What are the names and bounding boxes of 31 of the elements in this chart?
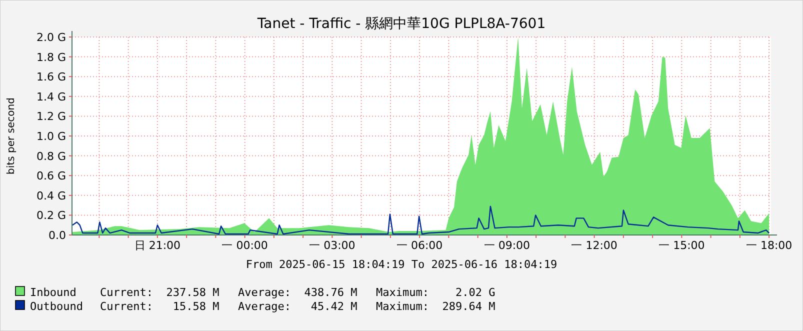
x-tick-label: 一 03:00 <box>309 239 356 252</box>
y-axis-title: bits per second <box>6 98 17 174</box>
x-tick-label: 一 15:00 <box>658 239 705 252</box>
text: Current: 237.58 M <box>100 286 220 299</box>
text: Current: 15.58 M <box>100 300 220 313</box>
x-tick-label: 一 18:00 <box>746 239 792 252</box>
y-tick-label: 1.6 G <box>36 70 66 84</box>
y-tick-label: 0.2 G <box>36 209 66 222</box>
x-axis-title: From 2025-06-15 18:04:19 To 2025-06-16 18:04:19 <box>246 258 558 271</box>
x-tick-label: 一 00:00 <box>222 239 268 252</box>
x-tick-label: 一 12:00 <box>571 239 618 252</box>
text: Maximum: 289.64 M <box>376 300 496 313</box>
y-tick-label: 1.8 G <box>36 50 66 64</box>
text: Maximum: 2.02 G <box>376 286 496 299</box>
x-tick-label: 一 09:00 <box>484 239 530 252</box>
y-tick-label: 1.2 G <box>36 110 66 124</box>
legend-label: Inbound <box>30 286 76 299</box>
y-tick-label: 0.0 <box>48 229 66 242</box>
text: Average: 438.76 M <box>238 286 358 299</box>
chart-title: Tanet - Traffic - 縣網中華10G PLPL8A-7601 <box>256 16 546 32</box>
y-tick-label: 1.4 G <box>36 90 66 104</box>
legend-label: Outbound <box>30 300 83 313</box>
text: Average: 45.42 M <box>238 300 358 313</box>
y-tick-label: 0.6 G <box>36 170 66 183</box>
y-tick-label: 0.8 G <box>36 150 66 163</box>
y-tick-label: 1.0 G <box>36 130 66 143</box>
y-tick-label: 2.0 G <box>36 31 66 44</box>
line-series <box>72 206 770 235</box>
x-tick-label: 一 06:00 <box>396 239 443 252</box>
y-tick-label: 0.4 G <box>36 189 66 202</box>
x-tick-label: 日 21:00 <box>134 239 181 252</box>
